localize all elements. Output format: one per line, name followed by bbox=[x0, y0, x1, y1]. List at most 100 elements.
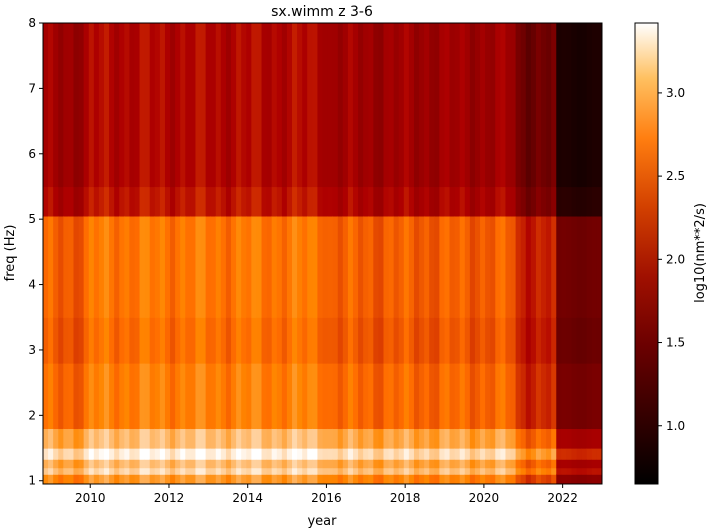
heatmap-cell bbox=[220, 467, 227, 475]
heatmap-cell bbox=[347, 467, 354, 475]
heatmap-cell bbox=[388, 467, 395, 475]
heatmap-cell bbox=[342, 474, 349, 484]
heatmap-cell bbox=[495, 459, 501, 469]
heatmap-cell bbox=[408, 467, 415, 475]
heatmap-cell bbox=[149, 448, 156, 460]
heatmap-cell bbox=[236, 428, 242, 449]
heatmap-cell bbox=[424, 23, 430, 188]
heatmap-cell bbox=[439, 215, 446, 318]
heatmap-cell bbox=[302, 23, 308, 188]
heatmap-cell bbox=[58, 23, 64, 188]
heatmap-cell bbox=[109, 459, 115, 469]
heatmap-cell bbox=[261, 428, 268, 449]
heatmap-cell bbox=[231, 428, 237, 449]
heatmap-cell bbox=[170, 317, 176, 364]
heatmap-cell bbox=[444, 474, 451, 484]
heatmap-cell bbox=[195, 215, 202, 318]
heatmap-cell bbox=[63, 474, 70, 484]
heatmap-cell bbox=[566, 186, 573, 217]
heatmap-cell bbox=[429, 474, 435, 484]
heatmap-cell bbox=[337, 215, 344, 318]
heatmap-cell bbox=[317, 467, 324, 475]
heatmap-cell bbox=[83, 474, 90, 484]
heatmap-cell bbox=[312, 317, 319, 364]
heatmap-cell bbox=[474, 363, 481, 430]
heatmap-cell bbox=[58, 474, 64, 484]
heatmap-cell bbox=[327, 23, 334, 188]
heatmap-cell bbox=[500, 474, 507, 484]
heatmap-cell bbox=[581, 317, 588, 364]
heatmap-cell bbox=[144, 428, 151, 449]
heatmap-cell bbox=[408, 317, 415, 364]
heatmap-cell bbox=[200, 363, 207, 430]
heatmap-cell bbox=[566, 474, 573, 484]
heatmap-cell bbox=[352, 215, 359, 318]
heatmap-cell bbox=[170, 448, 176, 460]
heatmap-cell bbox=[281, 474, 288, 484]
heatmap-cell bbox=[73, 363, 80, 430]
heatmap-cell bbox=[88, 467, 95, 475]
heatmap-cell bbox=[566, 467, 573, 475]
heatmap-cell bbox=[449, 428, 456, 449]
heatmap-cell bbox=[159, 459, 166, 469]
heatmap-cell bbox=[408, 428, 415, 449]
heatmap-cell bbox=[93, 459, 100, 469]
heatmap-cell bbox=[251, 215, 258, 318]
heatmap-cell bbox=[510, 459, 517, 469]
heatmap-cell bbox=[464, 474, 471, 484]
heatmap-cell bbox=[322, 474, 329, 484]
heatmap-cell bbox=[535, 317, 542, 364]
heatmap-cell bbox=[551, 186, 557, 217]
heatmap-cell bbox=[571, 428, 578, 449]
heatmap-cell bbox=[231, 23, 237, 188]
heatmap-cell bbox=[596, 317, 602, 364]
heatmap-cell bbox=[363, 428, 369, 449]
heatmap-cell bbox=[220, 459, 227, 469]
heatmap-cell bbox=[444, 23, 451, 188]
heatmap-cell bbox=[292, 428, 298, 449]
heatmap-cell bbox=[368, 317, 374, 364]
heatmap-cell bbox=[48, 317, 54, 364]
heatmap-cell bbox=[388, 428, 395, 449]
heatmap-cell bbox=[500, 467, 507, 475]
heatmap-cell bbox=[297, 467, 303, 475]
heatmap-cell bbox=[180, 23, 186, 188]
colorbar-label: log10(nm**2/s) bbox=[693, 203, 708, 303]
heatmap-cell bbox=[546, 428, 552, 449]
heatmap-cell bbox=[480, 448, 486, 460]
heatmap-cell bbox=[256, 23, 263, 188]
heatmap-cell bbox=[424, 467, 430, 475]
heatmap-cell bbox=[581, 459, 588, 469]
heatmap-cell bbox=[205, 467, 212, 475]
heatmap-cell bbox=[53, 467, 59, 475]
heatmap-cell bbox=[490, 428, 496, 449]
heatmap-cell bbox=[515, 215, 522, 318]
heatmap-cell bbox=[373, 459, 379, 469]
heatmap-cell bbox=[586, 23, 593, 188]
heatmap-cell bbox=[220, 23, 227, 188]
heatmap-cell bbox=[215, 428, 222, 449]
x-tick-label: 2014 bbox=[232, 491, 263, 505]
heatmap-cell bbox=[596, 215, 602, 318]
heatmap-cell bbox=[200, 186, 207, 217]
heatmap-cell bbox=[510, 215, 517, 318]
heatmap-cell bbox=[485, 467, 491, 475]
heatmap-cell bbox=[266, 215, 273, 318]
heatmap-cell bbox=[546, 467, 552, 475]
heatmap-cell bbox=[266, 317, 273, 364]
heatmap-cell bbox=[98, 215, 105, 318]
heatmap-cell bbox=[485, 448, 491, 460]
heatmap-cell bbox=[459, 467, 466, 475]
heatmap-cell bbox=[556, 459, 562, 469]
heatmap-cell bbox=[195, 474, 202, 484]
heatmap-cell bbox=[114, 428, 120, 449]
heatmap-cell bbox=[449, 474, 456, 484]
heatmap-cell bbox=[286, 474, 293, 484]
heatmap-cell bbox=[281, 459, 288, 469]
heatmap-cell bbox=[241, 474, 247, 484]
heatmap-cell bbox=[200, 215, 207, 318]
heatmap-cell bbox=[114, 363, 120, 430]
heatmap-cell bbox=[403, 23, 410, 188]
heatmap-cell bbox=[571, 448, 578, 460]
heatmap-cell bbox=[175, 23, 181, 188]
